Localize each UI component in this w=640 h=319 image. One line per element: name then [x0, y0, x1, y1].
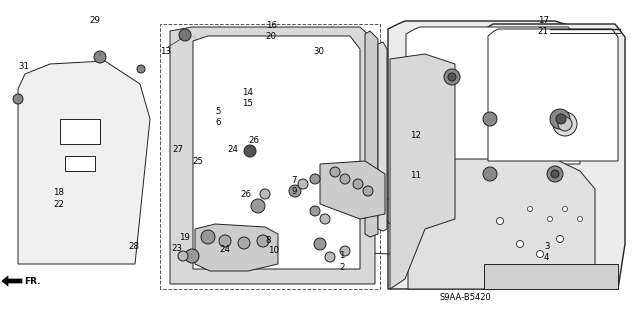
Text: 24: 24 [227, 145, 238, 154]
Polygon shape [482, 24, 625, 289]
Circle shape [553, 112, 577, 136]
Text: 15: 15 [242, 99, 253, 108]
Polygon shape [320, 161, 385, 219]
Circle shape [340, 174, 350, 184]
Text: 31: 31 [18, 63, 29, 71]
Circle shape [325, 252, 335, 262]
Text: 7: 7 [291, 176, 297, 185]
Text: 29: 29 [90, 16, 100, 25]
Circle shape [577, 217, 582, 221]
Circle shape [563, 206, 568, 211]
Circle shape [516, 241, 524, 248]
Text: 27: 27 [173, 145, 184, 154]
Text: 16: 16 [266, 21, 276, 30]
Text: 4: 4 [544, 253, 550, 262]
Text: 8: 8 [266, 236, 271, 245]
Circle shape [310, 206, 320, 216]
Polygon shape [365, 31, 378, 237]
Circle shape [314, 238, 326, 250]
Polygon shape [18, 61, 150, 264]
Circle shape [238, 237, 250, 249]
Polygon shape [170, 27, 375, 284]
Polygon shape [488, 29, 618, 161]
Text: 2: 2 [339, 263, 345, 271]
Text: 3: 3 [544, 242, 550, 251]
Circle shape [448, 73, 456, 81]
Text: 21: 21 [538, 27, 548, 36]
Text: 6: 6 [215, 118, 221, 127]
Circle shape [444, 69, 460, 85]
Circle shape [557, 235, 563, 242]
Text: FR.: FR. [24, 277, 40, 286]
Polygon shape [406, 27, 580, 164]
Text: 25: 25 [192, 157, 203, 166]
Circle shape [556, 114, 566, 124]
Circle shape [178, 251, 188, 261]
Polygon shape [65, 156, 95, 171]
Text: 22: 22 [53, 200, 65, 209]
Polygon shape [388, 21, 600, 289]
Circle shape [550, 109, 570, 129]
Circle shape [201, 230, 215, 244]
Circle shape [219, 235, 231, 247]
Circle shape [363, 186, 373, 196]
Text: 17: 17 [538, 16, 548, 25]
Polygon shape [378, 42, 387, 231]
Circle shape [340, 246, 350, 256]
Circle shape [260, 189, 270, 199]
Circle shape [536, 250, 543, 257]
Text: 14: 14 [242, 88, 253, 97]
Text: 11: 11 [410, 171, 420, 180]
Text: 30: 30 [314, 47, 324, 56]
Circle shape [330, 167, 340, 177]
Circle shape [137, 65, 145, 73]
Circle shape [483, 167, 497, 181]
Circle shape [497, 218, 504, 225]
Circle shape [527, 206, 532, 211]
Text: 20: 20 [266, 32, 276, 41]
Text: 18: 18 [53, 189, 65, 197]
Text: 1: 1 [339, 251, 345, 260]
Circle shape [251, 199, 265, 213]
Circle shape [310, 174, 320, 184]
Circle shape [179, 29, 191, 41]
Text: 28: 28 [129, 242, 140, 251]
Text: 10: 10 [268, 246, 278, 255]
Polygon shape [60, 119, 100, 144]
Text: 24: 24 [220, 245, 231, 254]
Text: 23: 23 [172, 244, 182, 253]
Polygon shape [390, 54, 455, 289]
Circle shape [320, 214, 330, 224]
Circle shape [244, 145, 256, 157]
Text: 12: 12 [410, 131, 420, 140]
Polygon shape [193, 36, 360, 269]
Polygon shape [2, 276, 22, 286]
Text: 9: 9 [291, 187, 296, 196]
Text: 5: 5 [215, 107, 221, 116]
Polygon shape [408, 159, 595, 289]
Circle shape [289, 185, 301, 197]
Polygon shape [484, 264, 618, 289]
Circle shape [13, 94, 23, 104]
Circle shape [94, 51, 106, 63]
Circle shape [547, 217, 552, 221]
Circle shape [551, 170, 559, 178]
Text: 19: 19 [179, 233, 190, 242]
Text: 13: 13 [160, 47, 171, 56]
Circle shape [185, 249, 199, 263]
Circle shape [257, 235, 269, 247]
Text: S9AA-B5420: S9AA-B5420 [440, 293, 492, 301]
Text: 26: 26 [240, 190, 251, 199]
Circle shape [353, 179, 363, 189]
Polygon shape [195, 224, 278, 271]
Circle shape [298, 179, 308, 189]
Circle shape [483, 112, 497, 126]
Circle shape [558, 117, 572, 131]
Text: 26: 26 [248, 136, 259, 145]
Circle shape [547, 166, 563, 182]
